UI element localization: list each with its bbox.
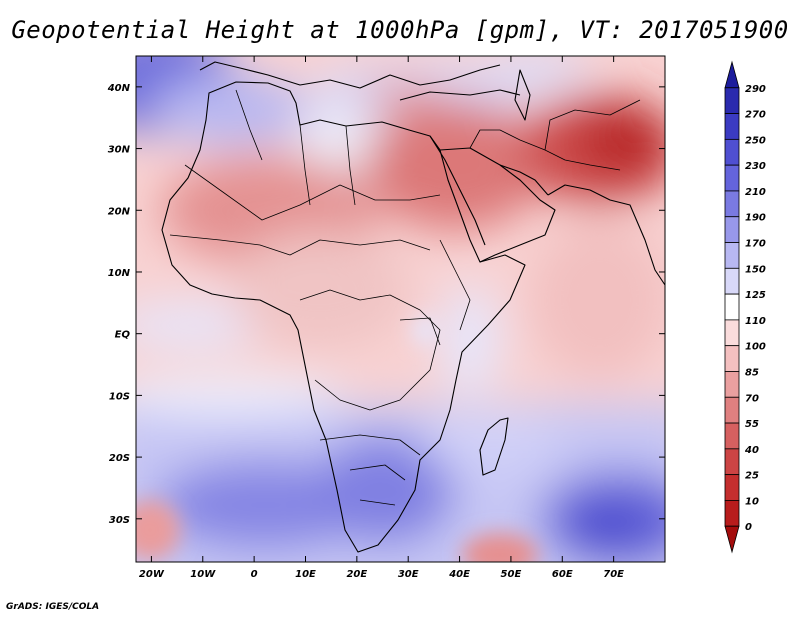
africa-coastline bbox=[161, 81, 526, 553]
colorbar-level-label: 250 bbox=[745, 135, 766, 146]
colorbar-swatch bbox=[724, 138, 740, 166]
colorbar-level-label: 85 bbox=[745, 367, 759, 378]
field-red-arabia bbox=[365, 100, 545, 230]
colorbar-level-label: 55 bbox=[745, 419, 759, 430]
lat-tick-label: 40N bbox=[107, 83, 131, 94]
colorbar-level-label: 270 bbox=[745, 110, 766, 121]
border-south bbox=[319, 434, 421, 506]
colorbar-level-label: 290 bbox=[745, 84, 766, 95]
persian-gulf-coastline bbox=[499, 164, 549, 196]
border-east bbox=[399, 239, 471, 346]
border-middle-east bbox=[469, 99, 641, 171]
colorbar-level-label: 190 bbox=[745, 213, 766, 224]
iran-india-coastline bbox=[547, 184, 665, 286]
border-sahara bbox=[184, 164, 441, 221]
colorbar-level-label: 125 bbox=[745, 290, 766, 301]
field-white-southern-atlantic bbox=[136, 375, 345, 415]
caspian-coastline bbox=[514, 69, 531, 121]
lat-tick-label: 10N bbox=[108, 268, 131, 279]
border-north-africa bbox=[235, 89, 356, 206]
colorbar-top-triangle bbox=[724, 60, 740, 89]
colorbar-swatch bbox=[724, 422, 740, 450]
lon-tick-label: 0 bbox=[251, 569, 258, 580]
field-white-east-africa bbox=[440, 285, 500, 395]
colorbar-swatch bbox=[724, 87, 740, 114]
field-blue-madagascar bbox=[420, 405, 560, 475]
lat-tick-label: 20N bbox=[108, 206, 131, 217]
europe-coastline bbox=[199, 61, 501, 89]
geopotential-field bbox=[136, 56, 665, 562]
colorbar-level-label: 70 bbox=[745, 393, 759, 404]
chart-title: Geopotential Height at 1000hPa [gpm], VT… bbox=[11, 16, 789, 44]
lon-tick-label: 30E bbox=[398, 569, 419, 580]
colorbar-swatch bbox=[724, 267, 740, 295]
colorbar-swatch bbox=[724, 113, 740, 140]
arabian-peninsula-coastline bbox=[439, 147, 556, 263]
colorbar-swatch bbox=[724, 242, 740, 269]
credit-text: GrADS: IGES/COLA bbox=[6, 602, 100, 612]
anatolia-coastline bbox=[399, 89, 521, 101]
colorbar-swatch bbox=[724, 396, 740, 424]
colorbar-swatch bbox=[724, 216, 740, 243]
colorbar-swatch bbox=[724, 500, 740, 527]
lon-tick-label: 20E bbox=[346, 569, 367, 580]
lon-tick-label: 40E bbox=[448, 569, 470, 580]
colorbar-level-label: 210 bbox=[745, 187, 766, 198]
lat-tick-label: 30S bbox=[109, 515, 130, 526]
colorbar-level-label: 100 bbox=[745, 342, 766, 353]
lon-tick-label: 60E bbox=[552, 569, 573, 580]
red-sea-coastline bbox=[429, 135, 486, 246]
lon-tick-label: 50E bbox=[501, 569, 522, 580]
field-blue-caspian bbox=[490, 56, 590, 90]
lat-tick-label: 30N bbox=[108, 145, 131, 156]
field-blue-indian-core bbox=[570, 503, 650, 547]
colorbar-level-label: 110 bbox=[745, 316, 766, 327]
colorbar-level-label: 25 bbox=[745, 471, 759, 482]
colorbar-bottom-triangle bbox=[724, 525, 740, 554]
colorbar-level-label: 0 bbox=[745, 522, 752, 533]
colorbar-swatch bbox=[724, 474, 740, 501]
field-white-lake-victoria bbox=[413, 316, 437, 344]
map-axes: 20W 10W 0 10E 20E 30E 40E 50E 60E 70E 40N 30N 20N 10N… bbox=[107, 56, 665, 580]
field-blue-iberia bbox=[150, 75, 310, 145]
field-pink-arabian-sea bbox=[530, 220, 665, 380]
colorbar-level-label: 230 bbox=[745, 161, 766, 172]
colorbar-swatch bbox=[724, 164, 740, 192]
colorbar-level-label: 40 bbox=[744, 445, 759, 456]
field-red-south-indian bbox=[462, 533, 538, 562]
colorbar-swatch bbox=[724, 448, 740, 476]
lon-tick-label: 10E bbox=[295, 569, 316, 580]
field-red-levant bbox=[360, 83, 440, 107]
border-central bbox=[299, 289, 441, 411]
lat-tick-label: 20S bbox=[109, 453, 130, 464]
lon-tick-label: 70E bbox=[603, 569, 624, 580]
madagascar-coastline bbox=[479, 417, 509, 476]
lat-tick-label: EQ bbox=[115, 330, 131, 341]
field-pink-central-africa bbox=[230, 230, 410, 350]
lon-tick-label: 20W bbox=[139, 569, 165, 580]
map-frame bbox=[135, 55, 666, 563]
field-white-gulf-guinea bbox=[136, 303, 270, 347]
colorbar-swatch bbox=[724, 371, 740, 398]
field-red-core bbox=[580, 105, 665, 175]
field-red-south-atlantic bbox=[136, 500, 180, 560]
colorbar-level-label: 10 bbox=[745, 496, 759, 507]
colorbar-level-label: 150 bbox=[745, 264, 766, 275]
colorbar-swatch bbox=[724, 190, 740, 218]
colorbar: 2902702502302101901701501251101008570554… bbox=[724, 60, 766, 554]
lat-tick-label: 10S bbox=[109, 391, 130, 402]
colorbar-swatch bbox=[724, 345, 740, 372]
colorbar-swatch bbox=[724, 319, 740, 347]
coastlines bbox=[161, 61, 665, 553]
border-sahel bbox=[169, 234, 431, 256]
lon-tick-label: 10W bbox=[190, 569, 216, 580]
colorbar-swatch bbox=[724, 293, 740, 321]
colorbar-level-label: 170 bbox=[745, 239, 766, 250]
